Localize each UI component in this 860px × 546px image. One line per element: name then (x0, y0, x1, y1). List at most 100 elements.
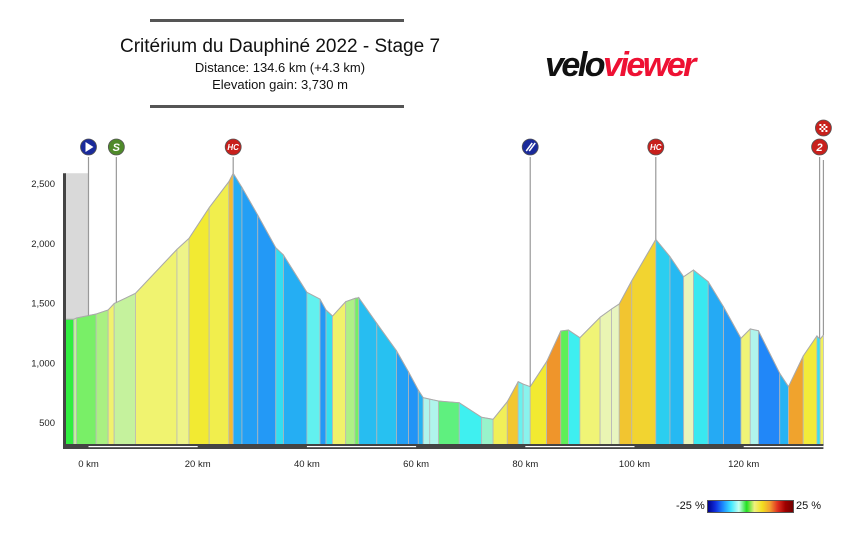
y-tick-label: 1,500 (31, 299, 55, 310)
profile-segment (669, 255, 685, 446)
x-tick-label: 40 km (294, 459, 320, 470)
knife-stroke (528, 142, 536, 152)
profile-segment (64, 318, 75, 446)
profile-segment (568, 329, 581, 446)
marker-badge (811, 138, 828, 156)
profile-segment (325, 309, 333, 446)
profile-segment (95, 309, 109, 446)
finish-flag-icon (815, 119, 832, 137)
marker-label: 2 (816, 142, 823, 154)
marker-label: HC (650, 143, 662, 152)
profile-segment (135, 248, 178, 446)
checker-square (819, 124, 822, 126)
checker-square (819, 128, 822, 130)
x-axis-scale-stripe (306, 446, 417, 448)
marker-badge (224, 138, 242, 156)
title-rule-top (150, 19, 404, 22)
profile-segment (683, 269, 694, 446)
x-axis-scale-stripe (525, 446, 635, 448)
checker-square (821, 130, 824, 132)
x-tick-label: 0 km (78, 459, 99, 470)
x-axis-bar (63, 444, 824, 449)
climb-icon: HC (647, 138, 665, 156)
profile-segment (188, 206, 210, 446)
checker-square (825, 130, 828, 132)
marker-label: S (113, 142, 121, 154)
profile-segment (73, 317, 77, 446)
profile-segment (113, 292, 136, 446)
profile-segment (740, 327, 751, 446)
profile-segment (749, 328, 759, 446)
profile-segment (241, 185, 259, 446)
profile-segment (228, 173, 234, 446)
veloviewer-logo: veloviewer (545, 46, 696, 85)
profile-segment (546, 330, 562, 446)
profile-segment (707, 280, 724, 446)
marker-badge (107, 138, 125, 156)
profile-segment (560, 329, 569, 446)
marker-badge (521, 138, 539, 156)
y-tick-label: 500 (39, 418, 55, 429)
play-triangle (85, 142, 94, 152)
profile-segment (599, 308, 612, 446)
profile-segment (176, 237, 190, 446)
profile-segment (107, 302, 115, 446)
x-tick-label: 20 km (185, 459, 211, 470)
profile-segment (492, 400, 508, 446)
checker-square (821, 126, 824, 128)
profile-segment (655, 238, 671, 446)
profile-segment (438, 400, 460, 446)
marker-badge (647, 138, 665, 156)
checker-square (823, 128, 826, 130)
profile-segment (232, 171, 243, 446)
profile-segment (208, 180, 230, 446)
title-rule-bottom (150, 105, 404, 108)
profile-segment (758, 330, 781, 446)
logo-part-viewer: viewer (603, 46, 696, 84)
profile-segment (354, 297, 360, 446)
distance-text: Distance: 134.6 km (+4.3 km) (194, 60, 366, 75)
profile-segment (481, 416, 494, 446)
profile-segment (618, 280, 633, 446)
y-axis-line (63, 173, 66, 448)
profile-segment (283, 253, 308, 446)
x-axis-scale-stripe (88, 446, 198, 448)
checker-square (823, 124, 826, 126)
profile-segment (76, 313, 97, 446)
profile-segment (422, 397, 431, 446)
profile-outline (65, 172, 824, 420)
gradient-colorbar (707, 500, 794, 513)
profile-segment (723, 305, 742, 446)
elevation-gain-text: Elevation gain: 3,730 m (212, 77, 348, 92)
x-tick-label: 120 km (728, 459, 759, 470)
profile-segment (631, 237, 657, 446)
checker-square (825, 126, 828, 128)
y-tick-label: 2,500 (31, 179, 55, 190)
profile-segment (611, 303, 620, 446)
fork-stroke (525, 142, 533, 152)
profile-segment (396, 349, 409, 446)
page-title: Critérium du Dauphiné 2022 - Stage 7 (119, 36, 441, 57)
profile-segment (408, 371, 419, 446)
profile-segment (819, 333, 824, 446)
climb-icon: HC (224, 138, 242, 156)
legend-max-label: 25 % (796, 500, 822, 512)
logo-part-velo: velo (545, 46, 606, 84)
legend-min-label: -25 % (676, 500, 705, 512)
x-tick-label: 100 km (619, 459, 650, 470)
profile-segment (275, 246, 284, 446)
profile-segment (579, 316, 601, 446)
profile-segment (517, 381, 524, 446)
profile-segment (429, 398, 439, 446)
x-tick-label: 60 km (403, 459, 429, 470)
profile-segment (816, 335, 821, 446)
climb-icon: 2 (811, 138, 828, 156)
profile-segment (319, 298, 327, 446)
profile-segment (788, 355, 804, 446)
profile-segment (417, 388, 424, 446)
sprint-icon: S (107, 138, 125, 156)
start-icon (80, 138, 97, 156)
profile-segment (458, 401, 483, 446)
profile-segment (345, 297, 356, 446)
